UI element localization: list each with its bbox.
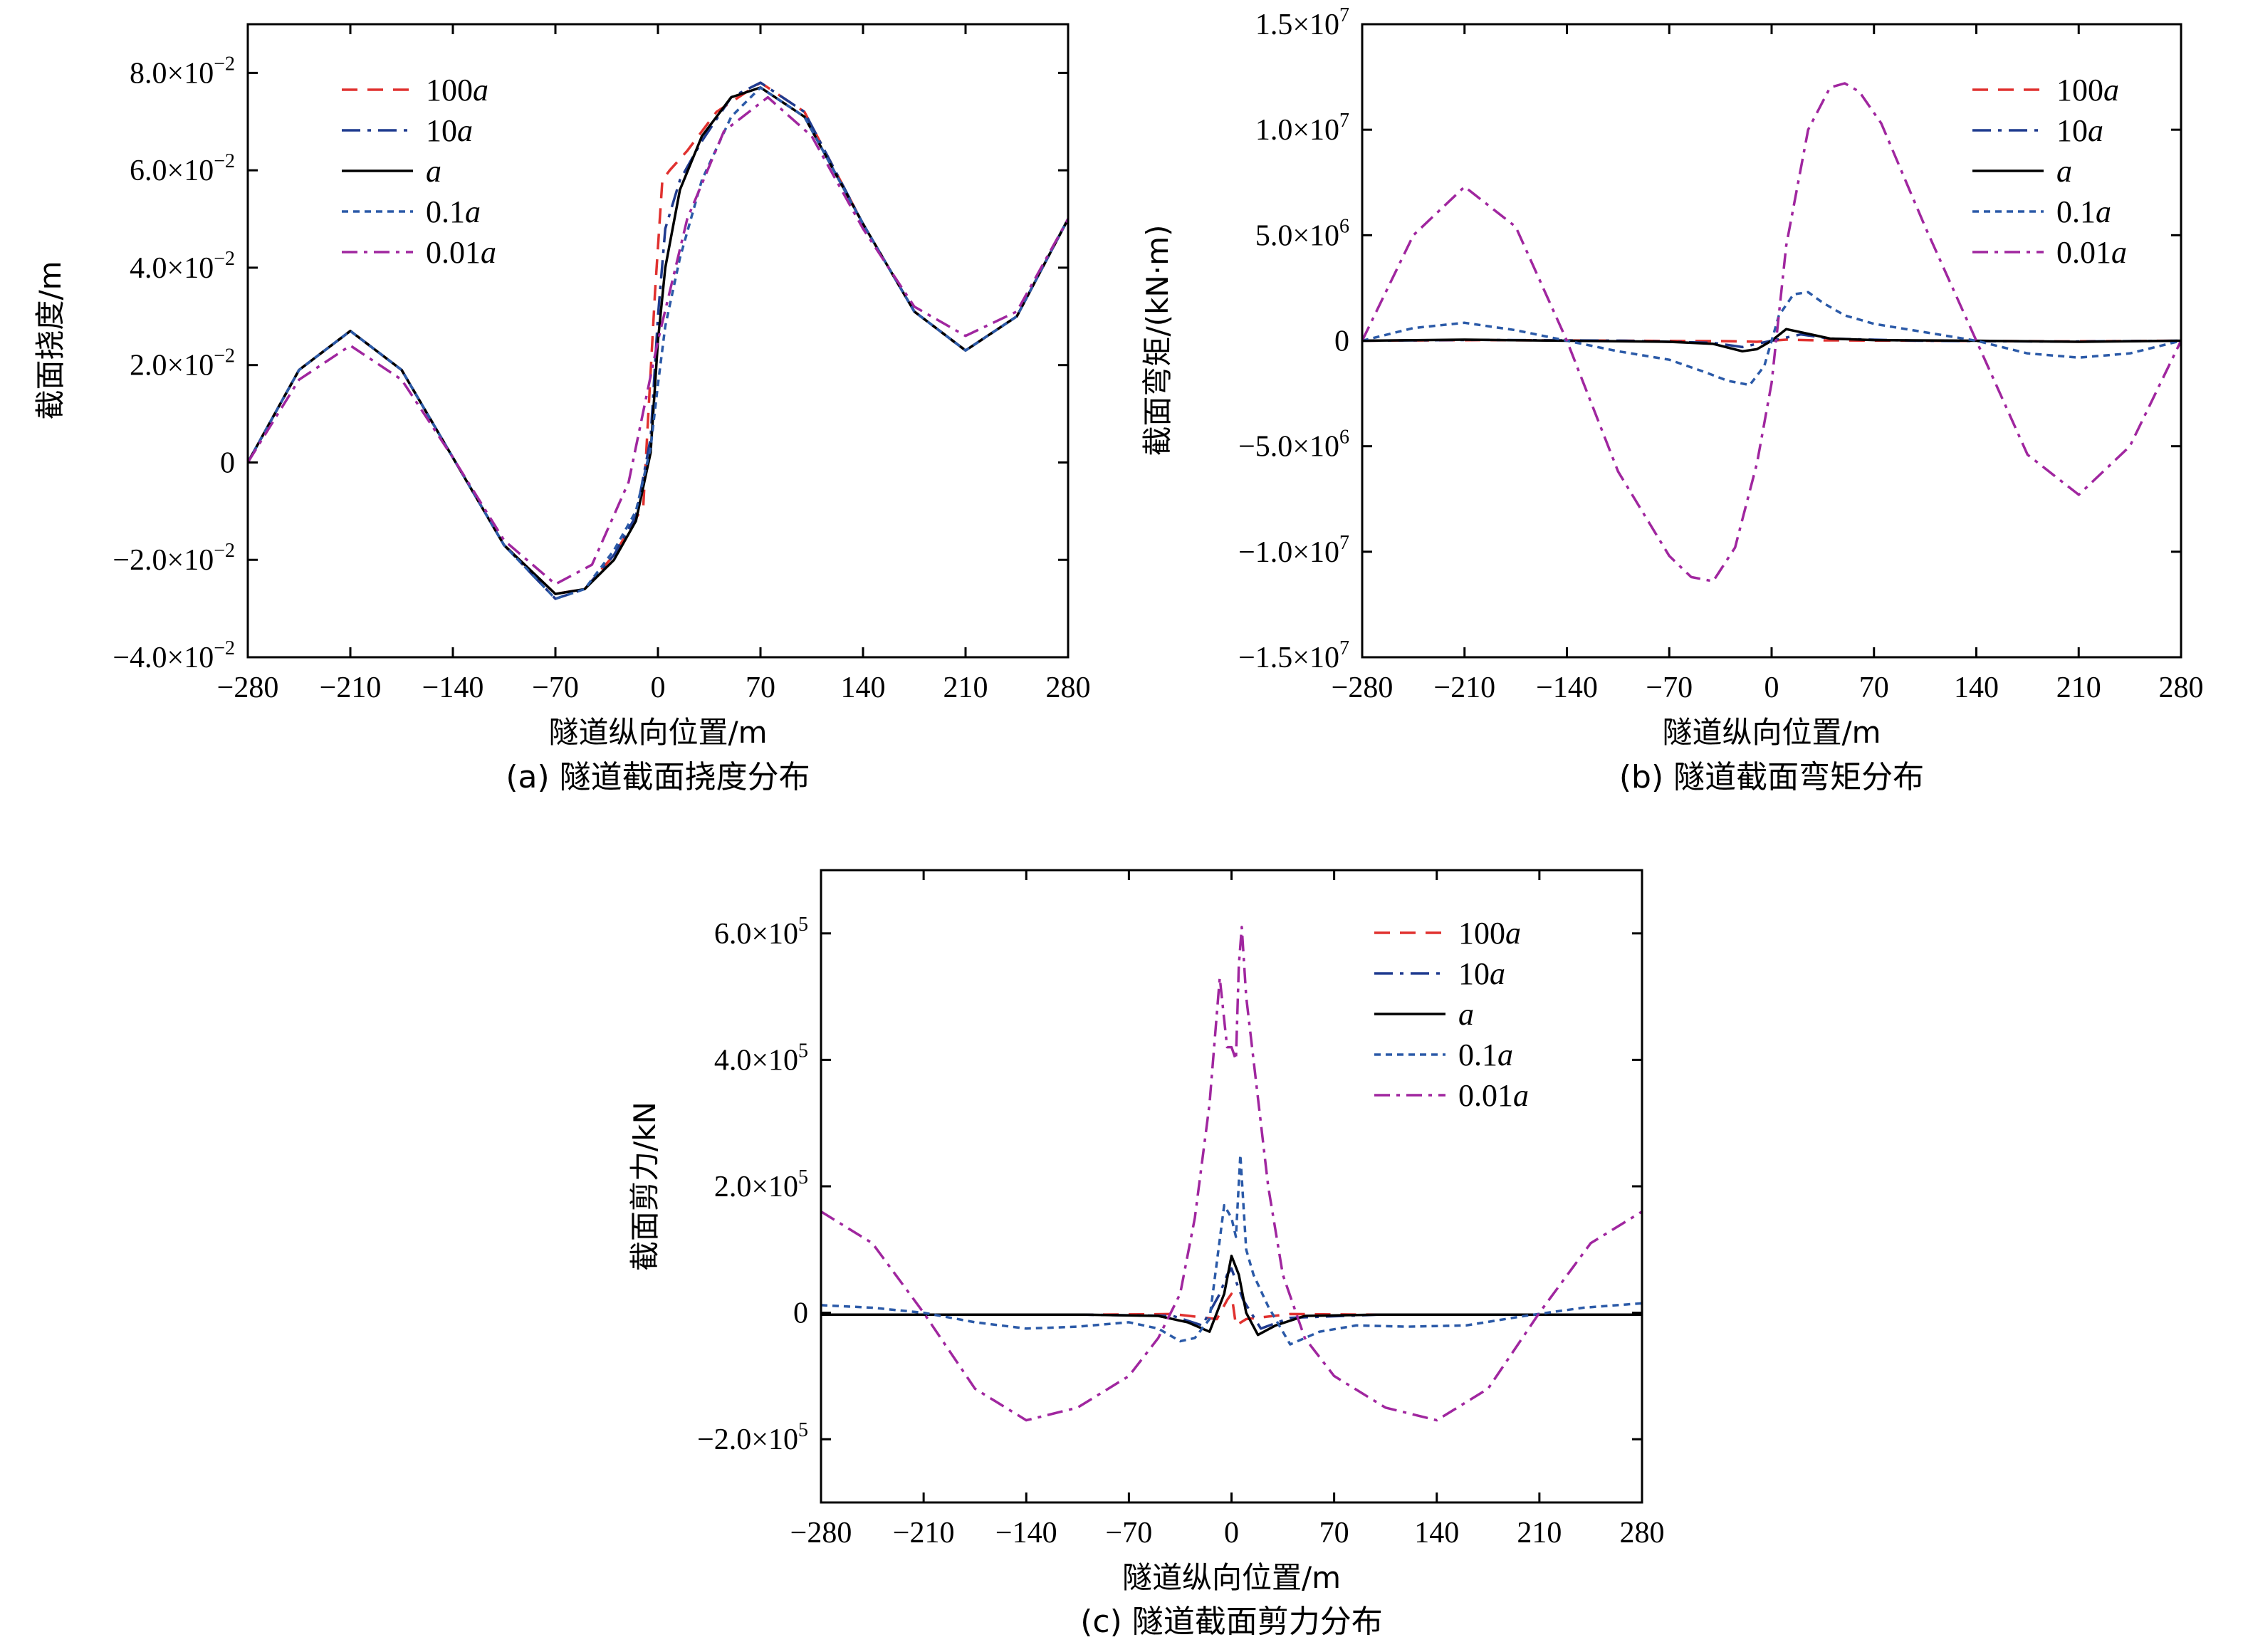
series-line-s1a [821, 1254, 1642, 1337]
legend-label-s001a: 0.01a [2056, 235, 2127, 270]
y-tick-label: 4.0×10−2 [130, 248, 235, 285]
chart-panel-1: −280 −210 −140 −70 0 70 140 210 280 −1.5×107 −1.0×… [1140, 4, 2204, 795]
x-tick-label: −280 [790, 1517, 852, 1549]
legend-label-s01a: 0.1a [2056, 194, 2111, 229]
x-tick-label: 140 [841, 671, 886, 704]
x-tick-label: −70 [1646, 671, 1693, 704]
panel-caption: (b) 隧道截面弯矩分布 [1619, 759, 1924, 795]
y-tick-label: −1.5×107 [1238, 637, 1349, 674]
x-tick-label: 70 [1319, 1517, 1349, 1549]
y-tick-label: 2.0×10−2 [130, 345, 235, 382]
x-tick-label: −140 [995, 1517, 1057, 1549]
series-line-s1a [248, 86, 1068, 595]
legend-label-s001a: 0.01a [426, 235, 496, 270]
legend-label-s100a: 100a [2056, 73, 2119, 108]
y-tick-label: −4.0×10−2 [113, 637, 235, 674]
y-tick-label: 0 [1334, 325, 1349, 358]
legend-label-s10a: 10a [2056, 113, 2103, 148]
x-axis-label: 隧道纵向位置/m [548, 715, 767, 750]
x-tick-label: −140 [422, 671, 484, 704]
y-tick-label: 0 [220, 446, 235, 479]
x-tick-label: 140 [1414, 1517, 1459, 1549]
legend-label-s1a: a [2056, 154, 2072, 189]
y-tick-label: 5.0×106 [1255, 215, 1349, 252]
y-tick-label: −2.0×10−2 [113, 540, 235, 577]
legend-label-s10a: 10a [1458, 956, 1505, 991]
x-tick-label: 210 [2056, 671, 2101, 704]
x-tick-label: 0 [1224, 1517, 1239, 1549]
x-tick-label: −210 [320, 671, 382, 704]
series-line-s001a [821, 926, 1642, 1422]
x-tick-label: 0 [1764, 671, 1779, 704]
plot-frame [820, 869, 1643, 1504]
legend-label-s01a: 0.1a [1458, 1037, 1513, 1072]
x-tick-label: −70 [532, 671, 579, 704]
y-tick-label: 6.0×10−2 [130, 150, 235, 187]
y-tick-label: 6.0×105 [714, 914, 808, 951]
x-tick-label: −280 [1332, 671, 1394, 704]
panel-caption: (a) 隧道截面挠度分布 [506, 759, 810, 795]
series-line-s10a [821, 1267, 1642, 1330]
legend: 100a 10a a 0.1a 0.01a [342, 73, 496, 270]
y-tick-label: −2.0×105 [697, 1419, 808, 1456]
x-tick-label: 280 [1046, 671, 1091, 704]
y-tick-label: −1.0×107 [1238, 532, 1349, 569]
panel-caption: (c) 隧道截面剪力分布 [1080, 1604, 1383, 1640]
x-tick-label: 280 [2159, 671, 2204, 704]
x-tick-label: −140 [1536, 671, 1598, 704]
x-tick-label: 210 [943, 671, 988, 704]
x-tick-label: 210 [1517, 1517, 1562, 1549]
series-line-s01a [1362, 291, 2181, 387]
legend-label-s10a: 10a [426, 113, 473, 148]
x-tick-label: −210 [1433, 671, 1495, 704]
x-tick-label: −210 [893, 1517, 955, 1549]
series-line-s01a [821, 1153, 1642, 1346]
chart-panel-0: −280 −210 −140 −70 0 70 140 210 280 −4.0×10−2 −2.0… [33, 23, 1091, 795]
x-tick-label: 0 [651, 671, 666, 704]
legend-label-s001a: 0.01a [1458, 1078, 1529, 1113]
y-tick-label: 4.0×105 [714, 1040, 808, 1077]
legend-label-s01a: 0.1a [426, 194, 481, 229]
x-tick-label: −280 [217, 671, 279, 704]
y-axis-label: 截面弯矩/(kN·m) [1140, 225, 1175, 456]
x-tick-label: −70 [1106, 1517, 1153, 1549]
chart-panel-2: −280 −210 −140 −70 0 70 140 210 280 −2.0×105 0 2.0×… [627, 869, 1665, 1640]
legend-label-s1a: a [426, 154, 441, 189]
legend-label-s100a: 100a [1458, 916, 1521, 951]
series-line-s100a [821, 1292, 1642, 1327]
series-line-s001a [248, 95, 1068, 586]
x-tick-label: 140 [1954, 671, 1999, 704]
x-tick-label: 280 [1620, 1517, 1665, 1549]
x-tick-label: 70 [1859, 671, 1889, 704]
legend: 100a 10a a 0.1a 0.01a [1972, 73, 2127, 270]
y-tick-label: 8.0×10−2 [130, 53, 235, 90]
legend: 100a 10a a 0.1a 0.01a [1374, 916, 1529, 1113]
legend-label-s100a: 100a [426, 73, 488, 108]
y-tick-label: −5.0×106 [1238, 427, 1349, 464]
y-tick-label: 0 [793, 1297, 808, 1330]
y-tick-label: 1.5×107 [1255, 4, 1349, 41]
series-line-s01a [248, 86, 1068, 600]
y-axis-label: 截面挠度/m [33, 261, 68, 419]
series-line-s001a [1362, 82, 2181, 583]
legend-label-s1a: a [1458, 997, 1474, 1032]
y-tick-label: 2.0×105 [714, 1166, 808, 1203]
x-axis-label: 隧道纵向位置/m [1662, 715, 1881, 750]
x-axis-label: 隧道纵向位置/m [1122, 1560, 1341, 1595]
y-tick-label: 1.0×107 [1255, 110, 1349, 147]
x-tick-label: 70 [746, 671, 775, 704]
y-axis-label: 截面剪力/kN [627, 1102, 662, 1271]
